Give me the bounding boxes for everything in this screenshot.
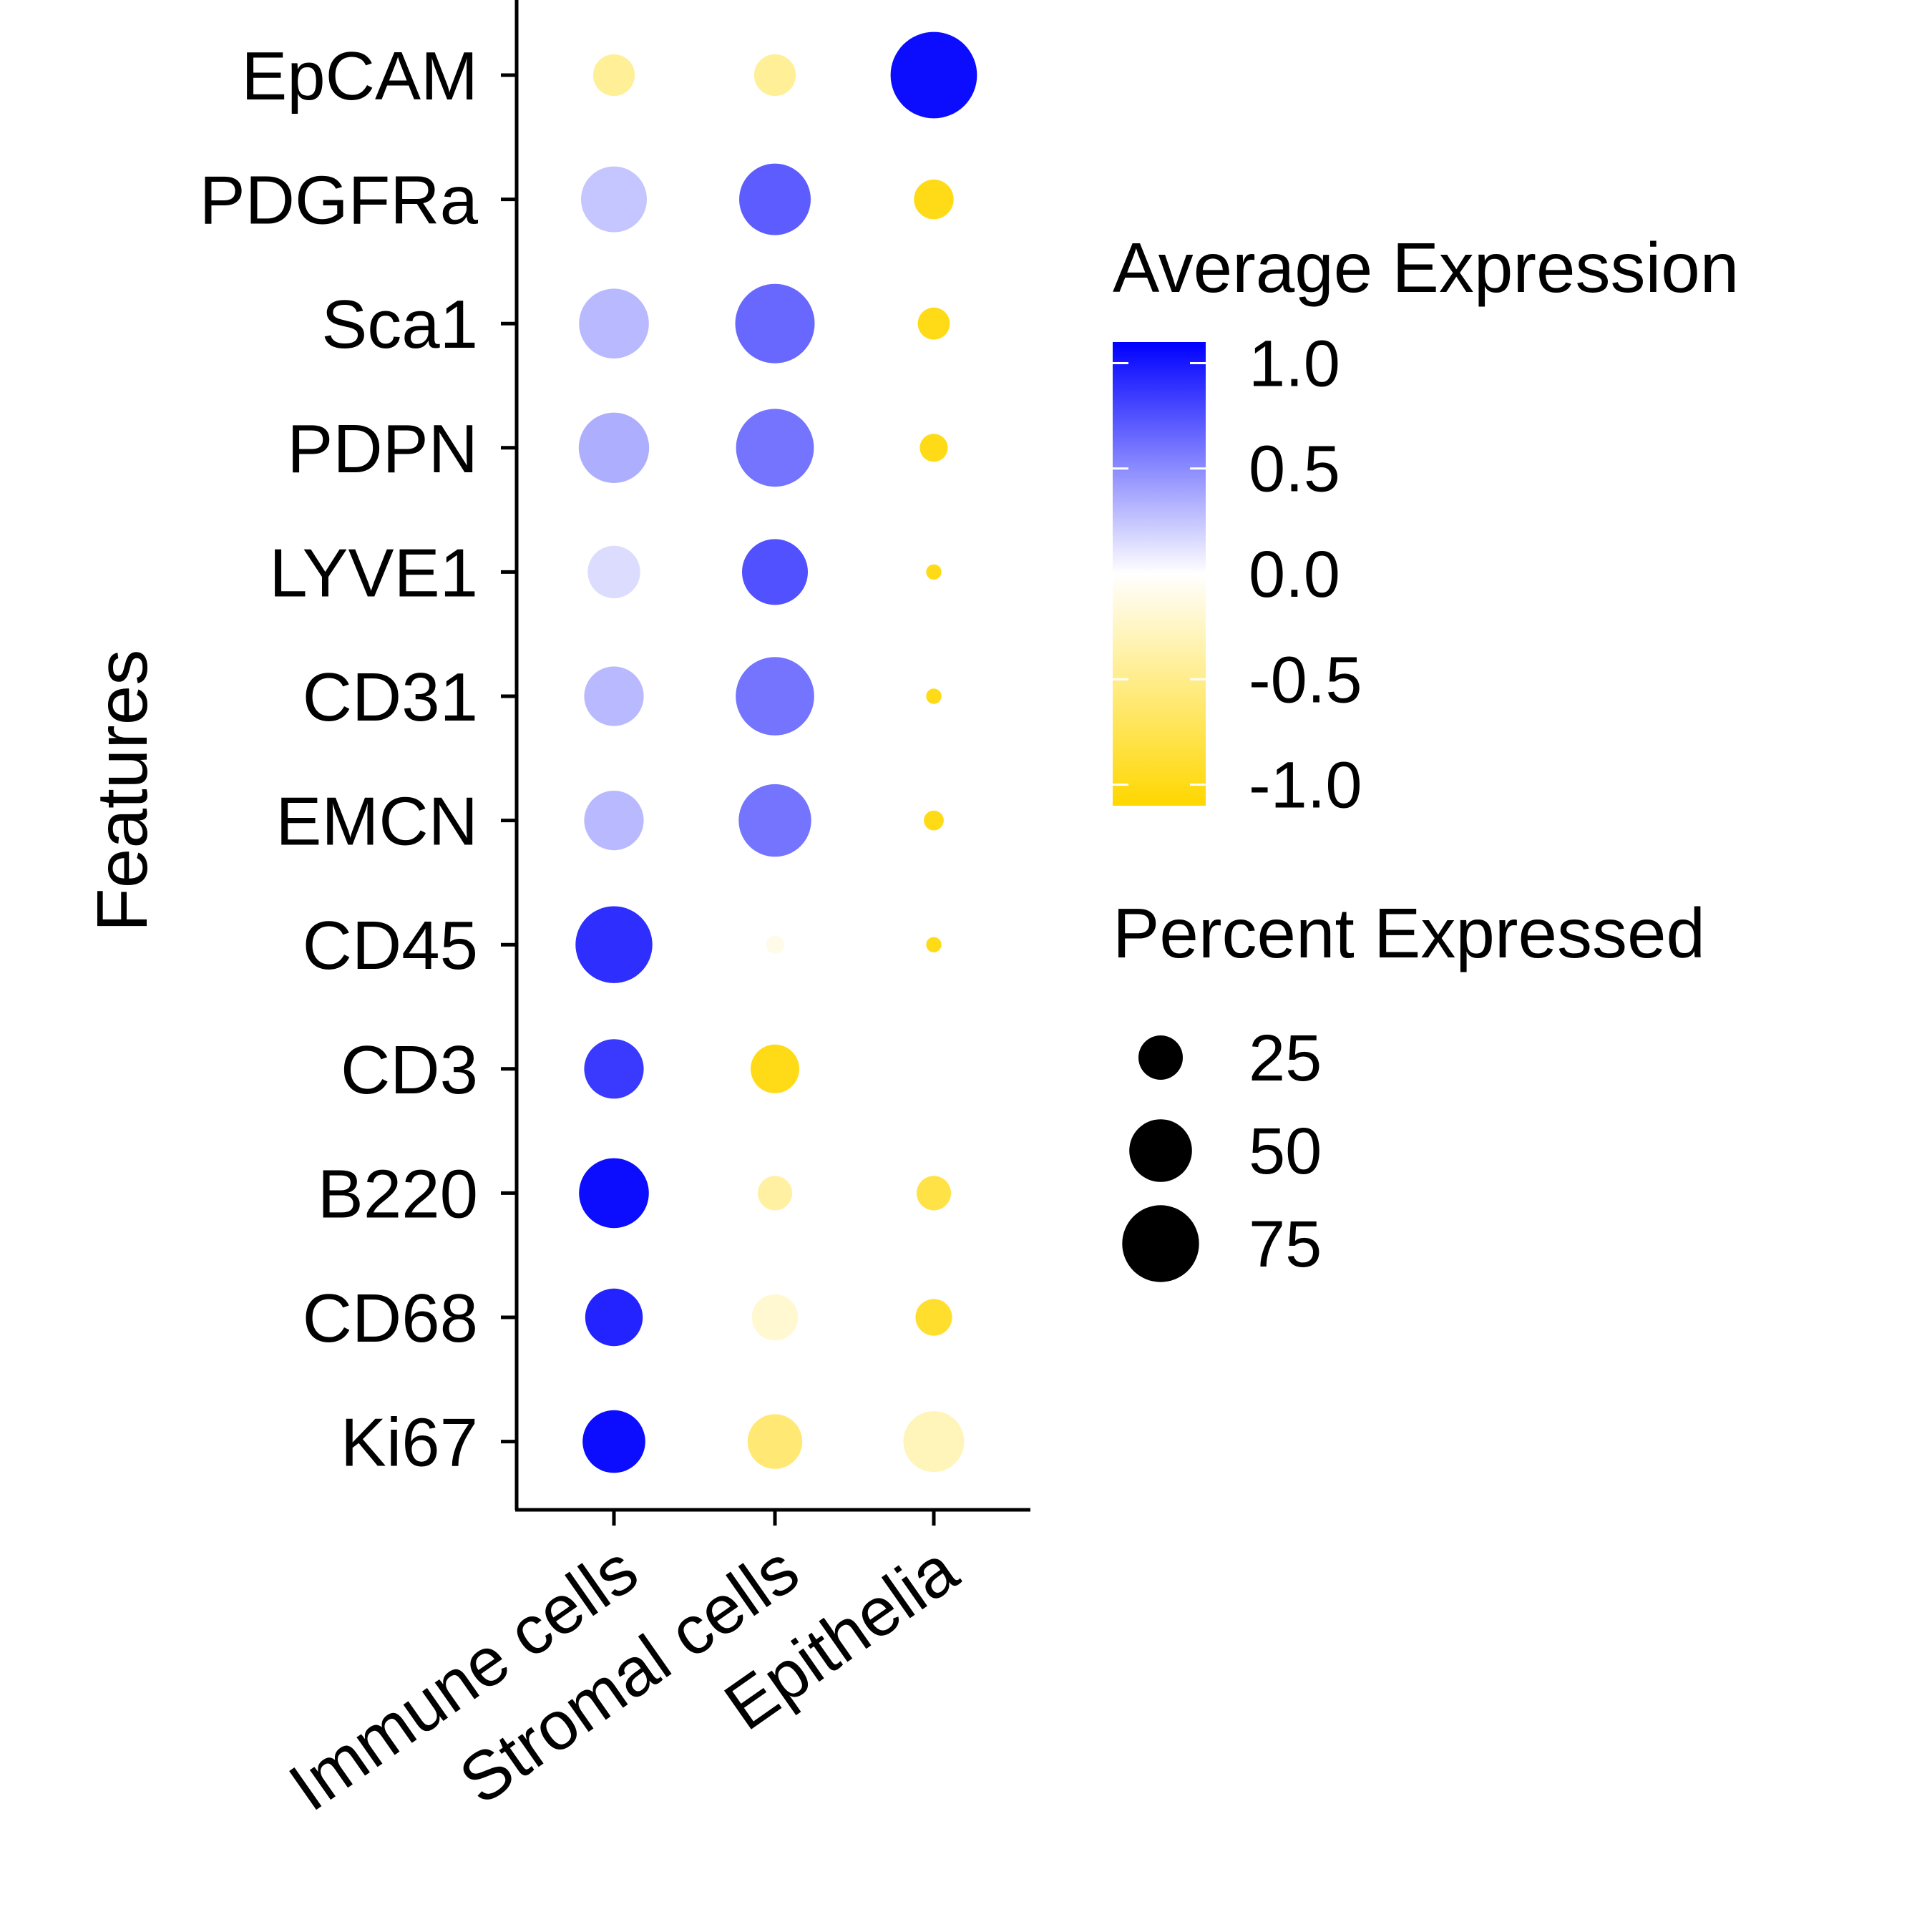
size-legend-title: Percent Expressed: [1113, 894, 1705, 972]
color-tick-label: 1.0: [1249, 327, 1340, 400]
y-tick-label: Sca1: [321, 286, 478, 363]
size-legend-dot: [1138, 1035, 1183, 1080]
dot-point: [575, 906, 653, 983]
color-legend-ticks: 1.0 0.5 0.0 -0.5 -1.0: [1113, 327, 1362, 822]
y-tick-label: B220: [318, 1156, 478, 1232]
size-legend-keys: 25 50 75: [1122, 1022, 1322, 1282]
dot-marks: [575, 31, 977, 1473]
dot-point: [584, 666, 644, 726]
dot-point: [766, 935, 784, 954]
y-tick-label: Ki67: [341, 1405, 478, 1481]
color-tick-label: -0.5: [1249, 643, 1362, 716]
dot-point: [753, 54, 796, 97]
dot-point: [890, 31, 977, 119]
y-tick-label: CD45: [303, 907, 478, 984]
size-legend-label: 25: [1249, 1022, 1322, 1095]
dot-point: [747, 1414, 803, 1469]
dot-point: [579, 288, 649, 359]
color-tick-label: -1.0: [1249, 749, 1362, 822]
dot-point: [758, 1176, 792, 1211]
y-tick-label: EpCAM: [241, 38, 478, 114]
size-legend-label: 75: [1249, 1208, 1322, 1281]
dot-point: [903, 1411, 965, 1473]
dot-point: [742, 539, 808, 605]
color-tick-label: 0.5: [1249, 433, 1340, 506]
size-legend-dot: [1122, 1205, 1199, 1282]
dot-point: [924, 810, 944, 831]
color-legend: Average Expression 1.0 0.5 0.0 -0.5 -1.0: [1113, 228, 1739, 822]
dot-point: [917, 1176, 951, 1211]
dot-point: [585, 1288, 643, 1347]
y-tick-label: PDGFRa: [200, 162, 479, 239]
dot-point: [582, 1410, 645, 1473]
dot-point: [592, 54, 635, 97]
dot-point: [738, 784, 811, 857]
dot-point: [919, 434, 948, 462]
dot-point: [584, 1039, 644, 1099]
size-legend-dot: [1129, 1119, 1192, 1182]
dot-point: [581, 166, 647, 233]
size-legend-label: 50: [1249, 1115, 1322, 1188]
dot-point: [736, 657, 814, 736]
color-tick-label: 0.0: [1249, 538, 1340, 611]
y-tick-label: CD31: [303, 659, 478, 736]
dot-point: [751, 1044, 799, 1093]
dot-point: [735, 283, 815, 364]
dot-point: [917, 307, 950, 340]
dot-point: [924, 1060, 943, 1078]
dot-point: [578, 412, 650, 483]
dot-point: [751, 1294, 799, 1341]
y-tick-label: PDPN: [287, 411, 478, 487]
dot-point: [736, 409, 814, 487]
y-tick-label: CD3: [341, 1032, 478, 1108]
y-axis-ticks: EpCAM PDGFRa Sca1 PDPN LYVE1 CD31 EMCN CD45 CD3 B…: [200, 38, 517, 1481]
dot-point: [926, 564, 942, 580]
color-legend-title: Average Expression: [1113, 228, 1739, 307]
y-axis-title: Features: [82, 650, 162, 932]
dot-point: [914, 179, 954, 220]
dot-point: [579, 1158, 649, 1229]
size-legend: Percent Expressed 25 50 75: [1113, 894, 1705, 1282]
dot-point: [739, 163, 811, 235]
dot-point: [915, 1299, 952, 1336]
dot-point: [926, 688, 942, 704]
dot-point: [584, 791, 644, 851]
y-tick-label: LYVE1: [269, 535, 478, 611]
y-tick-label: EMCN: [275, 784, 478, 860]
dot-point: [926, 937, 942, 952]
dot-point: [587, 545, 640, 599]
y-tick-label: CD68: [303, 1280, 478, 1357]
